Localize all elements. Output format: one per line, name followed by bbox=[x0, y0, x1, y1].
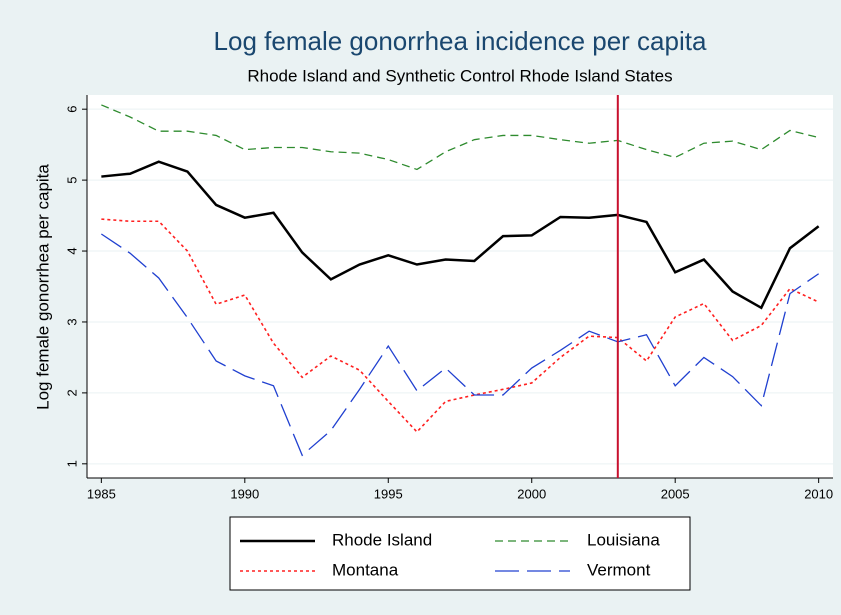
y-tick-label: 4 bbox=[64, 247, 79, 254]
y-tick-label: 6 bbox=[64, 106, 79, 113]
y-axis-label: Log female gonorrhea per capita bbox=[33, 164, 52, 410]
legend-label: Montana bbox=[332, 560, 399, 579]
series-line bbox=[101, 160, 820, 310]
y-tick-label: 3 bbox=[64, 318, 79, 325]
x-tick-label: 1990 bbox=[230, 486, 259, 501]
x-tick-label: 2005 bbox=[661, 486, 690, 501]
series-line bbox=[100, 233, 820, 457]
series-line bbox=[101, 104, 819, 171]
legend-label: Louisiana bbox=[587, 530, 660, 549]
chart-title: Log female gonorrhea incidence per capit… bbox=[214, 26, 707, 56]
y-tick-label: 2 bbox=[64, 389, 79, 396]
series-line bbox=[101, 218, 819, 434]
y-tick-label: 5 bbox=[64, 176, 79, 183]
chart-subtitle: Rhode Island and Synthetic Control Rhode… bbox=[247, 66, 672, 85]
legend-label: Vermont bbox=[587, 560, 651, 579]
y-tick-label: 1 bbox=[64, 460, 79, 467]
legend-label: Rhode Island bbox=[332, 530, 432, 549]
x-tick-label: 1995 bbox=[374, 486, 403, 501]
x-tick-label: 2010 bbox=[804, 486, 833, 501]
x-tick-label: 1985 bbox=[87, 486, 116, 501]
legend bbox=[229, 516, 691, 591]
plot-area bbox=[87, 95, 833, 478]
x-tick-label: 2000 bbox=[517, 486, 546, 501]
